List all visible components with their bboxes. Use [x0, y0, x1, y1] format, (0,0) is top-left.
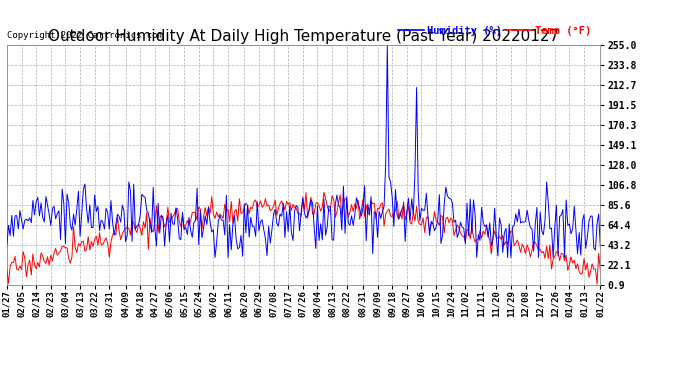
Text: Copyright 2022 Cartronics.com: Copyright 2022 Cartronics.com: [7, 31, 163, 40]
Legend: Humidity (%), Temp (°F): Humidity (%), Temp (°F): [394, 21, 595, 40]
Title: Outdoor Humidity At Daily High Temperature (Past Year) 20220127: Outdoor Humidity At Daily High Temperatu…: [48, 29, 559, 44]
